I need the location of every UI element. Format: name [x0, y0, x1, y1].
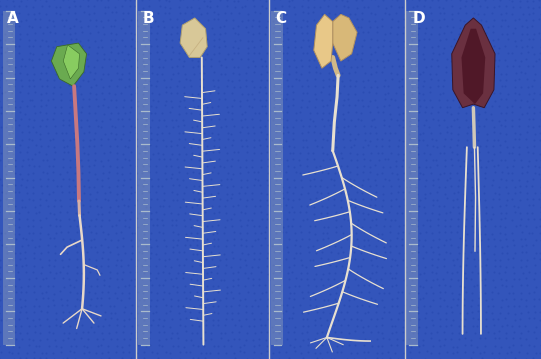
Text: A: A [7, 11, 19, 26]
Polygon shape [180, 18, 207, 57]
Bar [138, 11, 150, 345]
Polygon shape [51, 43, 87, 86]
Polygon shape [452, 18, 495, 108]
Bar [406, 11, 418, 345]
Polygon shape [333, 14, 357, 61]
Polygon shape [314, 14, 333, 68]
Bar [3, 11, 15, 345]
Polygon shape [63, 45, 80, 79]
Text: B: B [142, 11, 154, 26]
Text: C: C [275, 11, 286, 26]
Bar [271, 11, 283, 345]
Polygon shape [461, 29, 485, 104]
Text: D: D [413, 11, 425, 26]
